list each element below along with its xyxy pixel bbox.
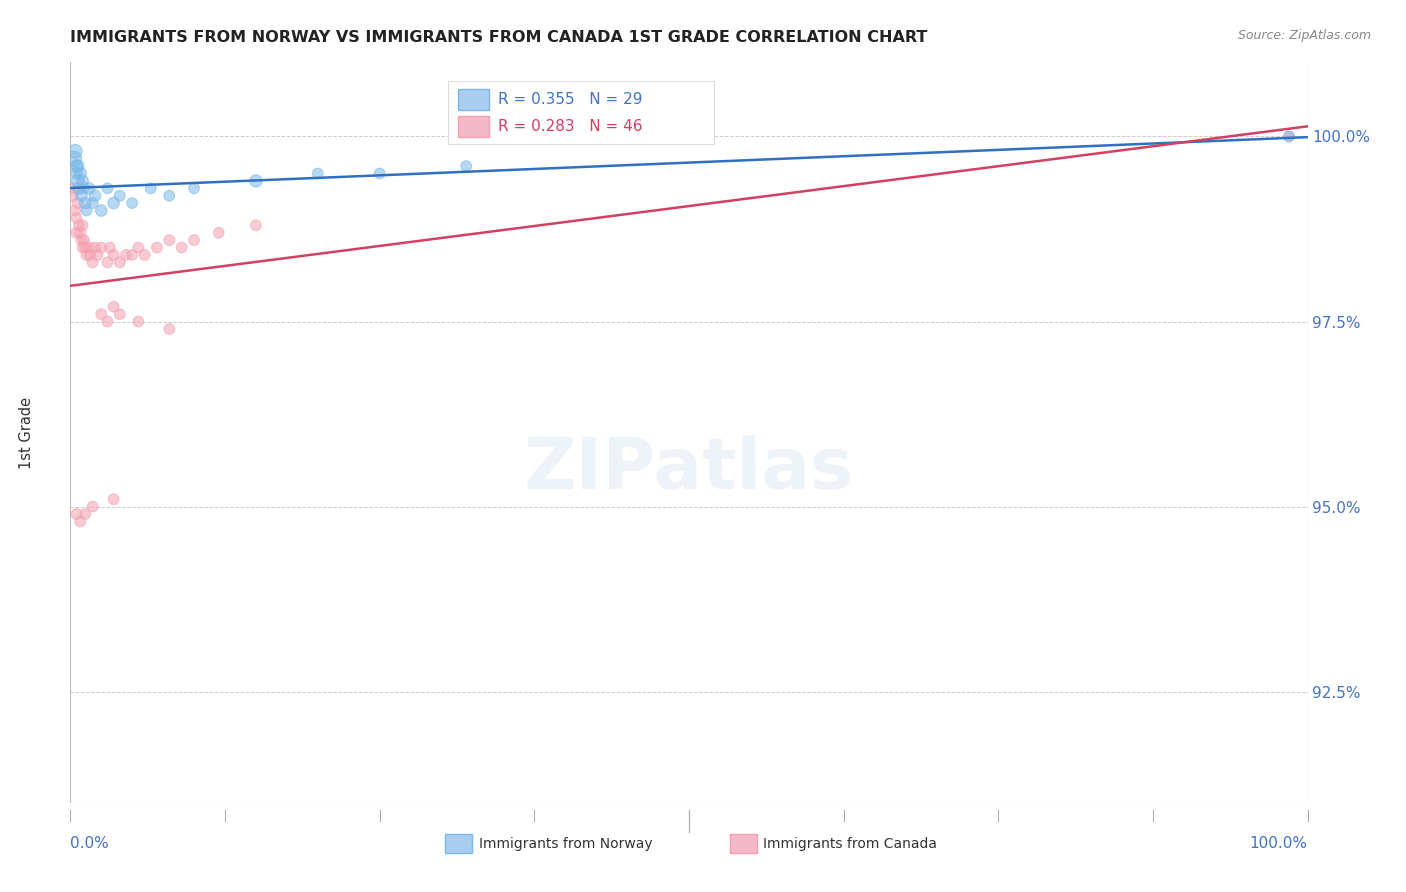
Point — [65, 145, 87, 159]
Point — [69, 226, 91, 240]
Point — [72, 240, 94, 254]
Point — [77, 240, 100, 254]
Point — [84, 240, 107, 254]
Point — [65, 203, 87, 218]
Point — [245, 174, 267, 188]
FancyBboxPatch shape — [447, 81, 714, 144]
Point — [70, 188, 93, 202]
Point — [127, 314, 149, 328]
Point — [368, 166, 391, 180]
Point — [75, 240, 97, 254]
Point — [103, 300, 125, 314]
Point — [183, 181, 205, 195]
Point — [72, 174, 94, 188]
Point — [72, 219, 94, 233]
Point — [103, 492, 125, 507]
Point — [127, 240, 149, 254]
Point — [65, 226, 87, 240]
Point — [65, 211, 87, 225]
Text: IMMIGRANTS FROM NORWAY VS IMMIGRANTS FROM CANADA 1ST GRADE CORRELATION CHART: IMMIGRANTS FROM NORWAY VS IMMIGRANTS FRO… — [70, 29, 928, 45]
Point — [1278, 129, 1301, 144]
Point — [90, 203, 112, 218]
Point — [208, 226, 231, 240]
Point — [115, 248, 138, 262]
Point — [75, 248, 97, 262]
Text: ZIPatlas: ZIPatlas — [524, 435, 853, 504]
Point — [139, 181, 162, 195]
Point — [65, 507, 87, 521]
Text: 1st Grade: 1st Grade — [20, 397, 35, 468]
Text: R = 0.283   N = 46: R = 0.283 N = 46 — [498, 119, 643, 134]
Point — [90, 307, 112, 321]
Point — [70, 233, 93, 247]
Point — [84, 188, 107, 202]
Point — [157, 188, 180, 202]
Point — [108, 255, 131, 269]
Point — [73, 233, 96, 247]
Text: Immigrants from Norway: Immigrants from Norway — [478, 837, 652, 850]
Point — [108, 188, 131, 202]
Point — [79, 248, 101, 262]
Point — [75, 196, 97, 211]
FancyBboxPatch shape — [730, 834, 756, 853]
Point — [86, 248, 108, 262]
Point — [77, 181, 100, 195]
Point — [103, 248, 125, 262]
Text: Immigrants from Canada: Immigrants from Canada — [763, 837, 938, 850]
Point — [67, 181, 90, 195]
Point — [1278, 129, 1301, 144]
Point — [63, 181, 86, 195]
Point — [75, 203, 97, 218]
Point — [134, 248, 156, 262]
Point — [146, 240, 169, 254]
Text: Source: ZipAtlas.com: Source: ZipAtlas.com — [1237, 29, 1371, 42]
FancyBboxPatch shape — [457, 116, 488, 136]
Point — [66, 196, 89, 211]
Point — [157, 322, 180, 336]
Point — [96, 314, 118, 328]
Point — [96, 181, 118, 195]
Text: R = 0.355   N = 29: R = 0.355 N = 29 — [498, 93, 643, 107]
Point — [65, 166, 87, 180]
Point — [121, 248, 143, 262]
Point — [67, 219, 90, 233]
Point — [121, 196, 143, 211]
Point — [96, 255, 118, 269]
Point — [170, 240, 193, 254]
Point — [62, 188, 84, 202]
Text: 100.0%: 100.0% — [1250, 836, 1308, 851]
Point — [307, 166, 329, 180]
Point — [90, 240, 112, 254]
Point — [82, 500, 104, 514]
Point — [66, 174, 89, 188]
Point — [69, 166, 91, 180]
Point — [157, 233, 180, 247]
Point — [65, 159, 87, 173]
Point — [245, 219, 267, 233]
Point — [73, 181, 96, 195]
Point — [75, 507, 97, 521]
Point — [108, 307, 131, 321]
Point — [63, 152, 86, 166]
Point — [456, 159, 478, 173]
Point — [103, 196, 125, 211]
Point — [98, 240, 121, 254]
Point — [66, 159, 89, 173]
Point — [183, 233, 205, 247]
Point — [69, 515, 91, 529]
FancyBboxPatch shape — [446, 834, 472, 853]
Point — [82, 255, 104, 269]
Text: 0.0%: 0.0% — [70, 836, 110, 851]
Point — [82, 196, 104, 211]
FancyBboxPatch shape — [457, 89, 488, 111]
